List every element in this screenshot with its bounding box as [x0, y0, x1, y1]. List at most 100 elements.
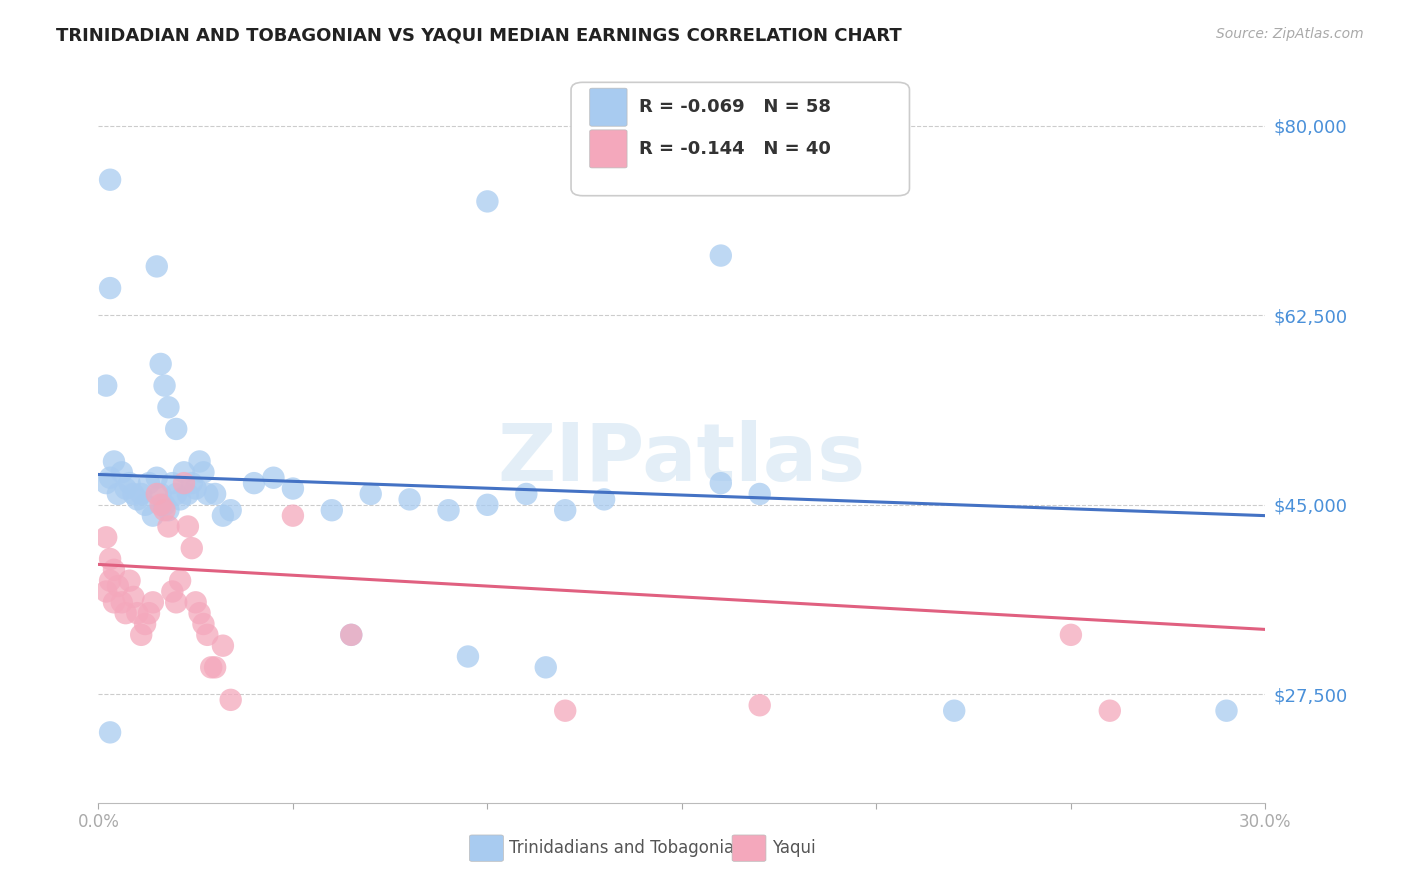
- Point: [114, 482, 136, 496]
- Point: [554, 704, 576, 718]
- Point: [593, 492, 616, 507]
- Point: [98, 471, 121, 485]
- Point: [515, 487, 537, 501]
- Text: ZIPatlas: ZIPatlas: [498, 420, 866, 498]
- Point: [943, 704, 966, 718]
- Point: [173, 476, 195, 491]
- Point: [98, 172, 121, 186]
- Point: [153, 503, 176, 517]
- Point: [212, 639, 235, 653]
- Text: Source: ZipAtlas.com: Source: ZipAtlas.com: [1216, 27, 1364, 41]
- Point: [184, 595, 207, 609]
- Text: R = -0.069   N = 58: R = -0.069 N = 58: [638, 98, 831, 116]
- Text: R = -0.144   N = 40: R = -0.144 N = 40: [638, 140, 831, 158]
- Point: [129, 628, 152, 642]
- Point: [177, 487, 200, 501]
- Point: [180, 541, 202, 556]
- FancyBboxPatch shape: [589, 88, 627, 127]
- Point: [180, 476, 202, 491]
- Point: [188, 606, 211, 620]
- Point: [165, 487, 187, 501]
- Point: [149, 357, 172, 371]
- Point: [153, 498, 176, 512]
- Point: [534, 660, 557, 674]
- Point: [134, 617, 156, 632]
- Point: [129, 487, 152, 501]
- Point: [96, 530, 118, 544]
- Point: [96, 476, 118, 491]
- Point: [360, 487, 382, 501]
- Point: [96, 378, 118, 392]
- Point: [1215, 704, 1237, 718]
- Point: [98, 552, 121, 566]
- Point: [200, 660, 222, 674]
- Point: [437, 503, 460, 517]
- Point: [165, 422, 187, 436]
- Point: [149, 498, 172, 512]
- Point: [177, 519, 200, 533]
- Point: [477, 498, 499, 512]
- Point: [204, 660, 226, 674]
- Point: [321, 503, 343, 517]
- Point: [169, 574, 191, 588]
- Point: [169, 492, 191, 507]
- Point: [340, 628, 363, 642]
- Point: [398, 492, 420, 507]
- FancyBboxPatch shape: [733, 835, 766, 862]
- Point: [138, 606, 160, 620]
- Point: [204, 487, 226, 501]
- Point: [96, 584, 118, 599]
- Point: [554, 503, 576, 517]
- Point: [127, 492, 149, 507]
- Point: [157, 503, 180, 517]
- Point: [219, 503, 242, 517]
- Point: [162, 476, 184, 491]
- Point: [212, 508, 235, 523]
- Point: [122, 487, 145, 501]
- Point: [146, 471, 169, 485]
- Point: [98, 574, 121, 588]
- Point: [103, 454, 125, 468]
- Point: [477, 194, 499, 209]
- Point: [153, 378, 176, 392]
- Point: [1060, 628, 1083, 642]
- Point: [134, 498, 156, 512]
- Text: Trinidadians and Tobagonians: Trinidadians and Tobagonians: [509, 839, 754, 857]
- Point: [340, 628, 363, 642]
- Point: [138, 476, 160, 491]
- Point: [710, 476, 733, 491]
- Point: [98, 281, 121, 295]
- Point: [193, 465, 215, 479]
- Point: [195, 487, 218, 501]
- Point: [1098, 704, 1121, 718]
- Point: [98, 725, 121, 739]
- Point: [262, 471, 284, 485]
- Point: [193, 617, 215, 632]
- Point: [103, 595, 125, 609]
- Point: [127, 606, 149, 620]
- Text: Yaqui: Yaqui: [772, 839, 815, 857]
- Point: [281, 508, 304, 523]
- Point: [122, 590, 145, 604]
- Point: [118, 476, 141, 491]
- Point: [219, 693, 242, 707]
- Point: [111, 595, 134, 609]
- Point: [103, 563, 125, 577]
- Point: [149, 487, 172, 501]
- Point: [195, 628, 218, 642]
- Point: [118, 574, 141, 588]
- Point: [146, 487, 169, 501]
- Point: [188, 454, 211, 468]
- FancyBboxPatch shape: [571, 82, 910, 195]
- Point: [173, 465, 195, 479]
- Point: [457, 649, 479, 664]
- Point: [748, 698, 770, 713]
- Point: [111, 465, 134, 479]
- Point: [142, 508, 165, 523]
- Point: [710, 249, 733, 263]
- Point: [243, 476, 266, 491]
- Point: [107, 579, 129, 593]
- FancyBboxPatch shape: [470, 835, 503, 862]
- Point: [146, 260, 169, 274]
- Point: [157, 401, 180, 415]
